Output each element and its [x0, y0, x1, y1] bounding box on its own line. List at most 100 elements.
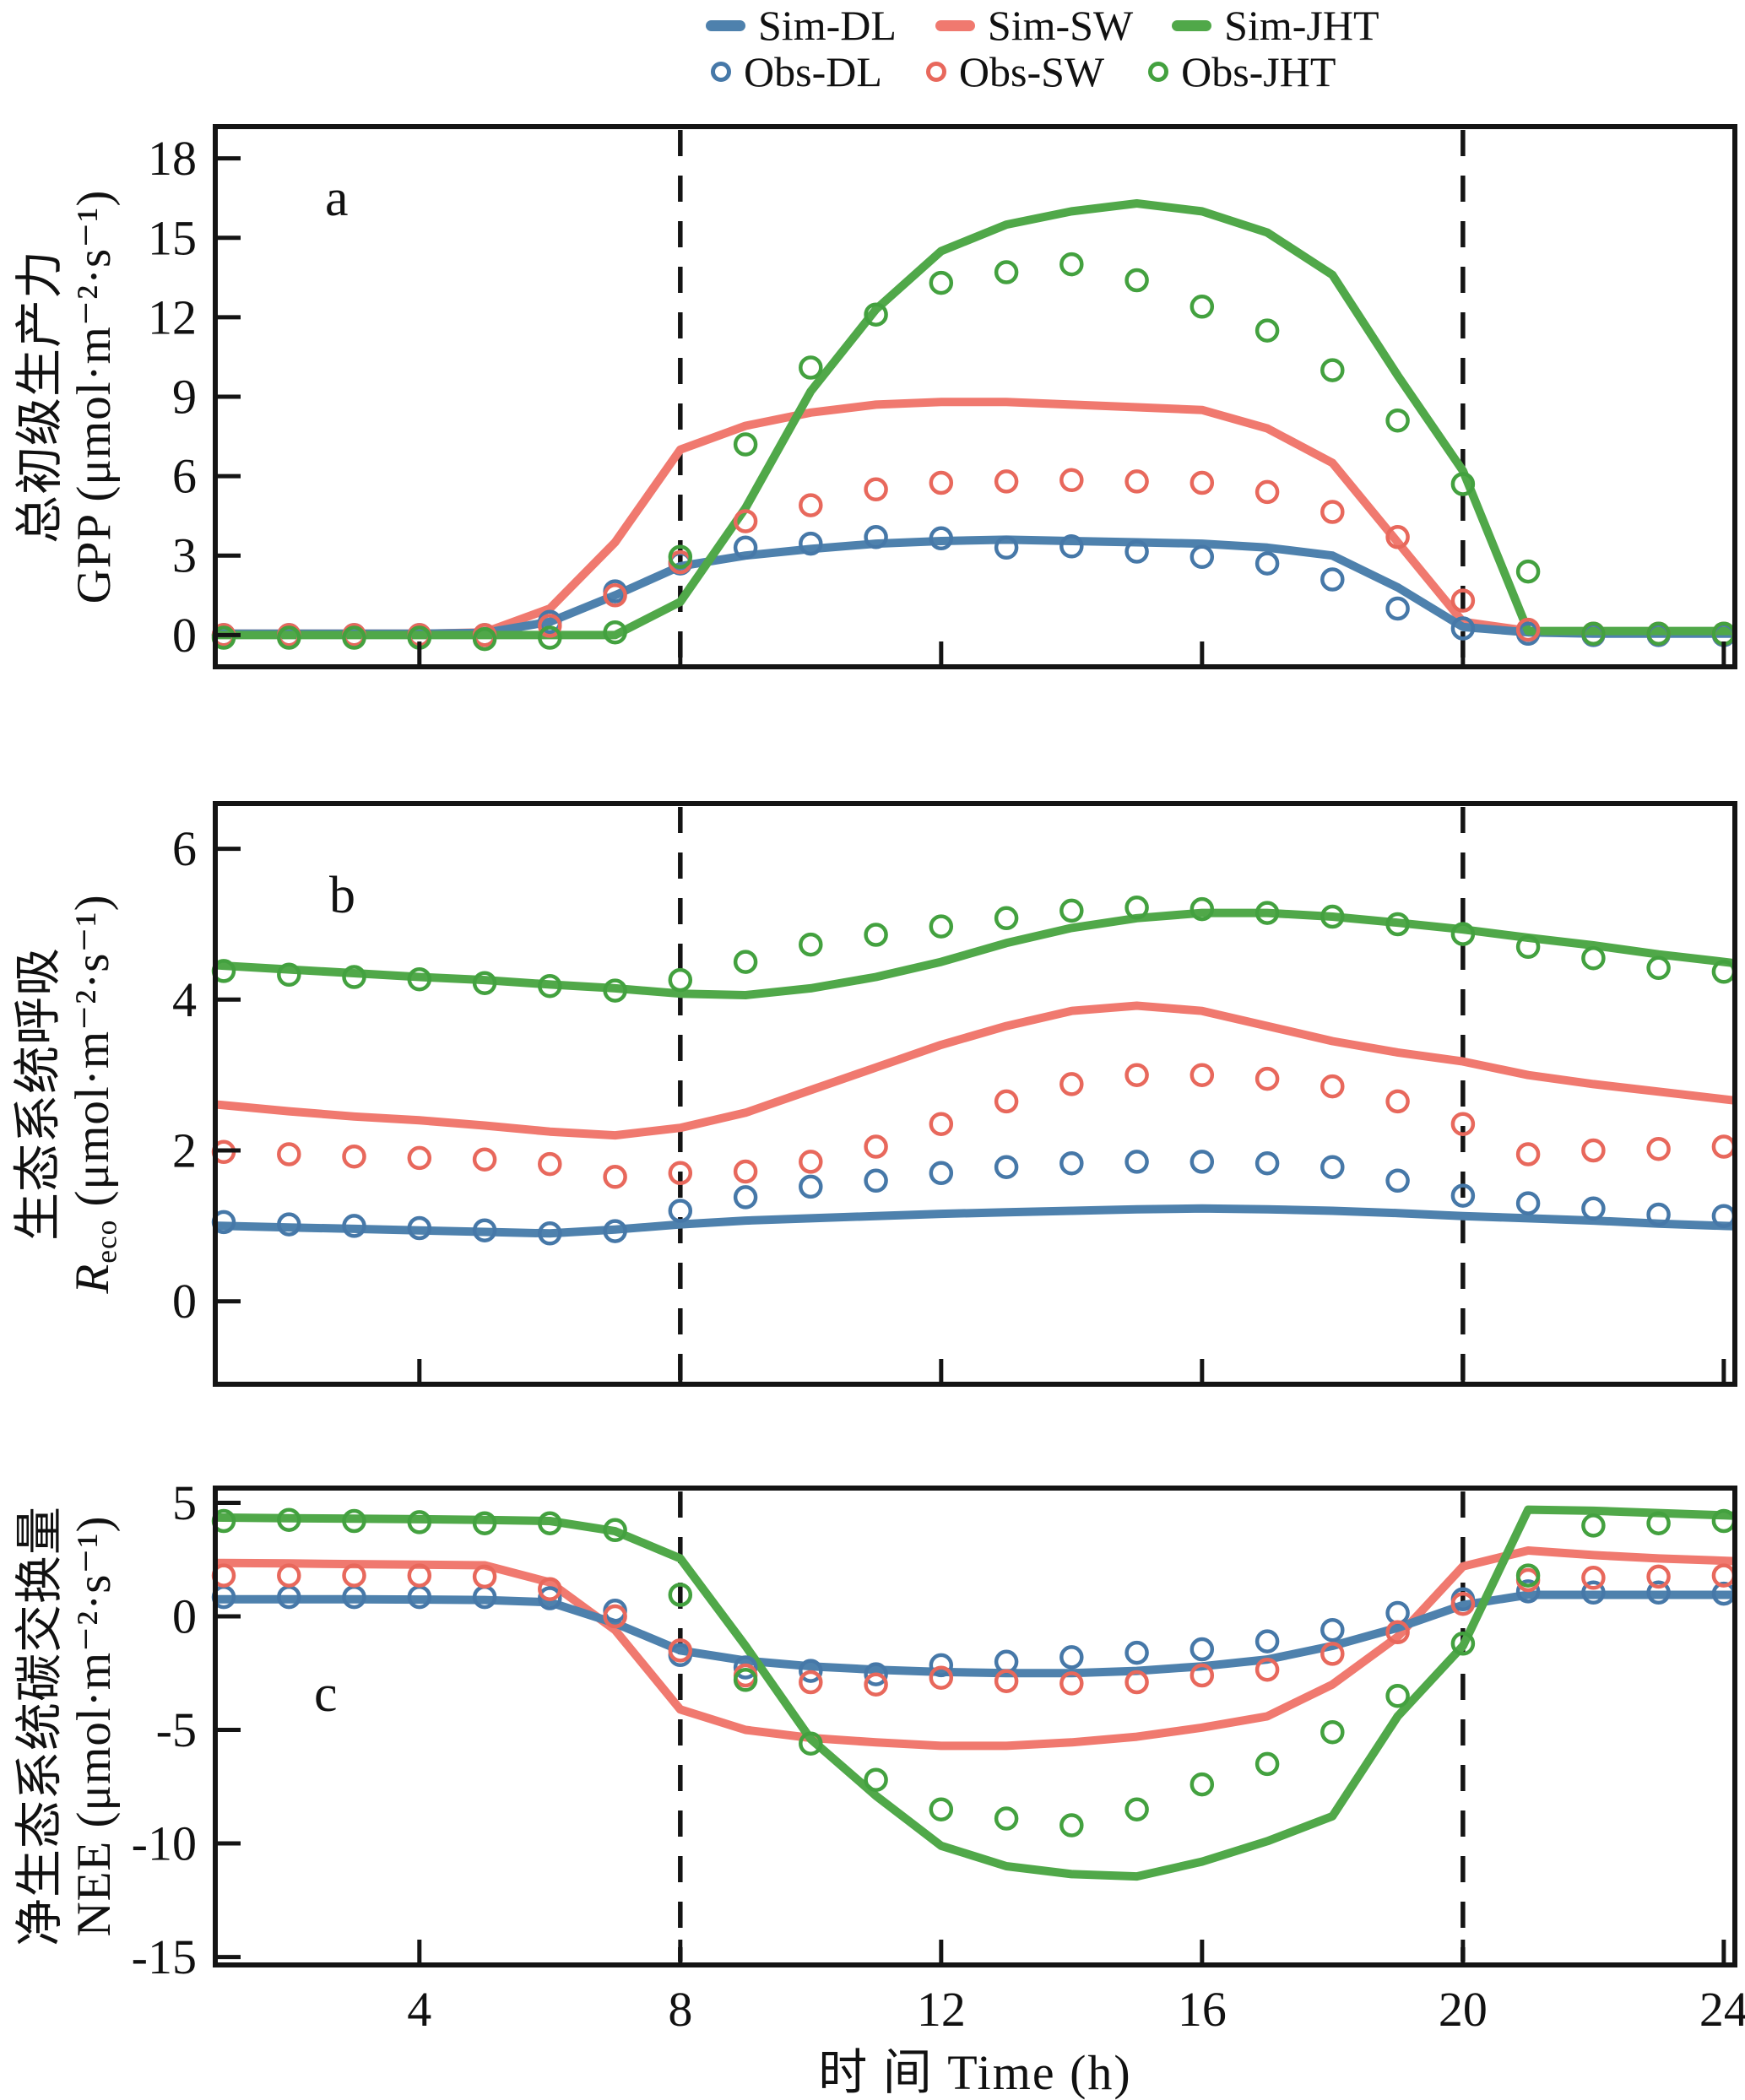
obs-point — [799, 355, 823, 380]
legend-label: Obs-JHT — [1181, 48, 1336, 95]
obs-point — [1320, 1074, 1345, 1099]
obs-point — [1385, 1600, 1410, 1626]
sim-dl-line-panel-b — [214, 1204, 1736, 1238]
obs-point — [1255, 1066, 1280, 1091]
obs-point — [1059, 1645, 1084, 1670]
obs-point — [1581, 1580, 1606, 1605]
obs-point — [472, 971, 497, 995]
obs-point — [1646, 621, 1671, 647]
obs-point — [733, 1655, 758, 1680]
obs-jht-points-panel-a — [211, 252, 1737, 652]
obs-point — [1190, 295, 1215, 319]
obs-point — [929, 1797, 954, 1821]
obs-point — [1581, 1196, 1606, 1221]
obs-point — [277, 1212, 301, 1237]
y-title-zh: 总初级生产力 — [14, 250, 68, 544]
x-tick-label: 16 — [1178, 1982, 1227, 2037]
y-title-zh: 净生态系统碳交换量 — [14, 1506, 68, 1946]
obs-jht-circle-swatch-icon — [1148, 62, 1169, 82]
legend-item-obs-dl: Obs-DL — [706, 50, 882, 94]
obs-point — [538, 1221, 562, 1246]
obs-point — [1059, 1072, 1084, 1096]
obs-point — [1515, 1579, 1541, 1604]
obs-point — [1581, 1513, 1606, 1538]
obs-point — [1190, 1637, 1215, 1662]
obs-point — [538, 1577, 562, 1601]
panel-a-border — [213, 124, 1737, 669]
y-tick-label: 12 — [148, 290, 197, 344]
obs-point — [1124, 539, 1149, 564]
panel-c-letter: c — [314, 1665, 338, 1723]
x-axis-title: 时 间 Time (h) — [818, 2045, 1132, 2100]
obs-point — [1450, 616, 1476, 641]
obs-point — [994, 1155, 1019, 1179]
y-title-zh: 生态系统呼吸 — [11, 947, 65, 1242]
obs-point — [1646, 1580, 1671, 1605]
obs-point — [1255, 1629, 1280, 1653]
panel-a: 0 3 6 9 12 15 18 — [148, 124, 1737, 669]
y-tick-label: 6 — [172, 821, 197, 876]
obs-point — [929, 270, 954, 295]
obs-point — [994, 1089, 1019, 1114]
obs-point — [1059, 1813, 1084, 1838]
obs-sw-circle-swatch-icon — [925, 62, 946, 82]
obs-point — [1190, 544, 1215, 570]
obs-point — [1711, 1134, 1737, 1159]
obs-point — [538, 1151, 562, 1177]
obs-point — [1124, 268, 1149, 293]
obs-point — [1515, 617, 1541, 642]
obs-point — [1385, 525, 1410, 549]
obs-point — [799, 1174, 823, 1199]
legend-label: Sim-SW — [987, 2, 1134, 49]
obs-point — [929, 1112, 954, 1136]
obs-point — [1190, 1150, 1215, 1174]
obs-point — [864, 923, 888, 947]
obs-point — [472, 1511, 497, 1535]
obs-jht-points-panel-b — [211, 896, 1737, 1003]
obs-point — [1515, 559, 1541, 584]
obs-point — [1059, 1671, 1084, 1696]
obs-point — [538, 614, 562, 638]
obs-point — [1450, 922, 1476, 946]
legend-item-sim-dl: Sim-DL — [706, 3, 897, 47]
obs-point — [799, 1731, 823, 1756]
obs-point — [472, 626, 497, 652]
obs-point — [1385, 596, 1410, 621]
obs-point — [1255, 479, 1280, 505]
obs-point — [1124, 1797, 1149, 1821]
obs-point — [864, 1134, 888, 1159]
obs-point — [929, 1161, 954, 1186]
obs-point — [1320, 500, 1345, 524]
obs-point — [1320, 1719, 1345, 1745]
sim-sw-line-swatch-icon — [935, 19, 975, 31]
obs-point — [407, 1215, 432, 1241]
obs-point — [1190, 1063, 1215, 1087]
panel-b-border — [213, 801, 1737, 1387]
obs-point — [799, 1659, 823, 1683]
y-tick-label: 0 — [172, 1589, 197, 1644]
obs-point — [1515, 934, 1541, 960]
obs-point — [1450, 1112, 1476, 1136]
obs-point — [668, 1161, 693, 1186]
obs-point — [733, 535, 758, 560]
obs-point — [929, 1653, 954, 1678]
obs-point — [1320, 904, 1345, 929]
obs-point — [1385, 408, 1410, 433]
y-tick-label: 18 — [148, 131, 197, 186]
obs-point — [407, 966, 432, 992]
legend-row-obs: Obs-DL Obs-SW Obs-JHT — [706, 50, 1418, 94]
legend: Sim-DL Sim-SW Sim-JHT Obs-DL Obs-SW — [706, 3, 1418, 94]
obs-point — [994, 1669, 1019, 1693]
obs-point — [1450, 1183, 1476, 1208]
obs-point — [994, 1806, 1019, 1831]
y-tick-label: 9 — [172, 370, 197, 425]
obs-point — [994, 260, 1019, 284]
obs-point — [1190, 1663, 1215, 1688]
obs-point — [994, 906, 1019, 931]
obs-point — [603, 583, 627, 608]
obs-point — [1320, 358, 1345, 382]
obs-point — [799, 531, 823, 556]
x-tick-label: 24 — [1699, 1982, 1745, 2037]
